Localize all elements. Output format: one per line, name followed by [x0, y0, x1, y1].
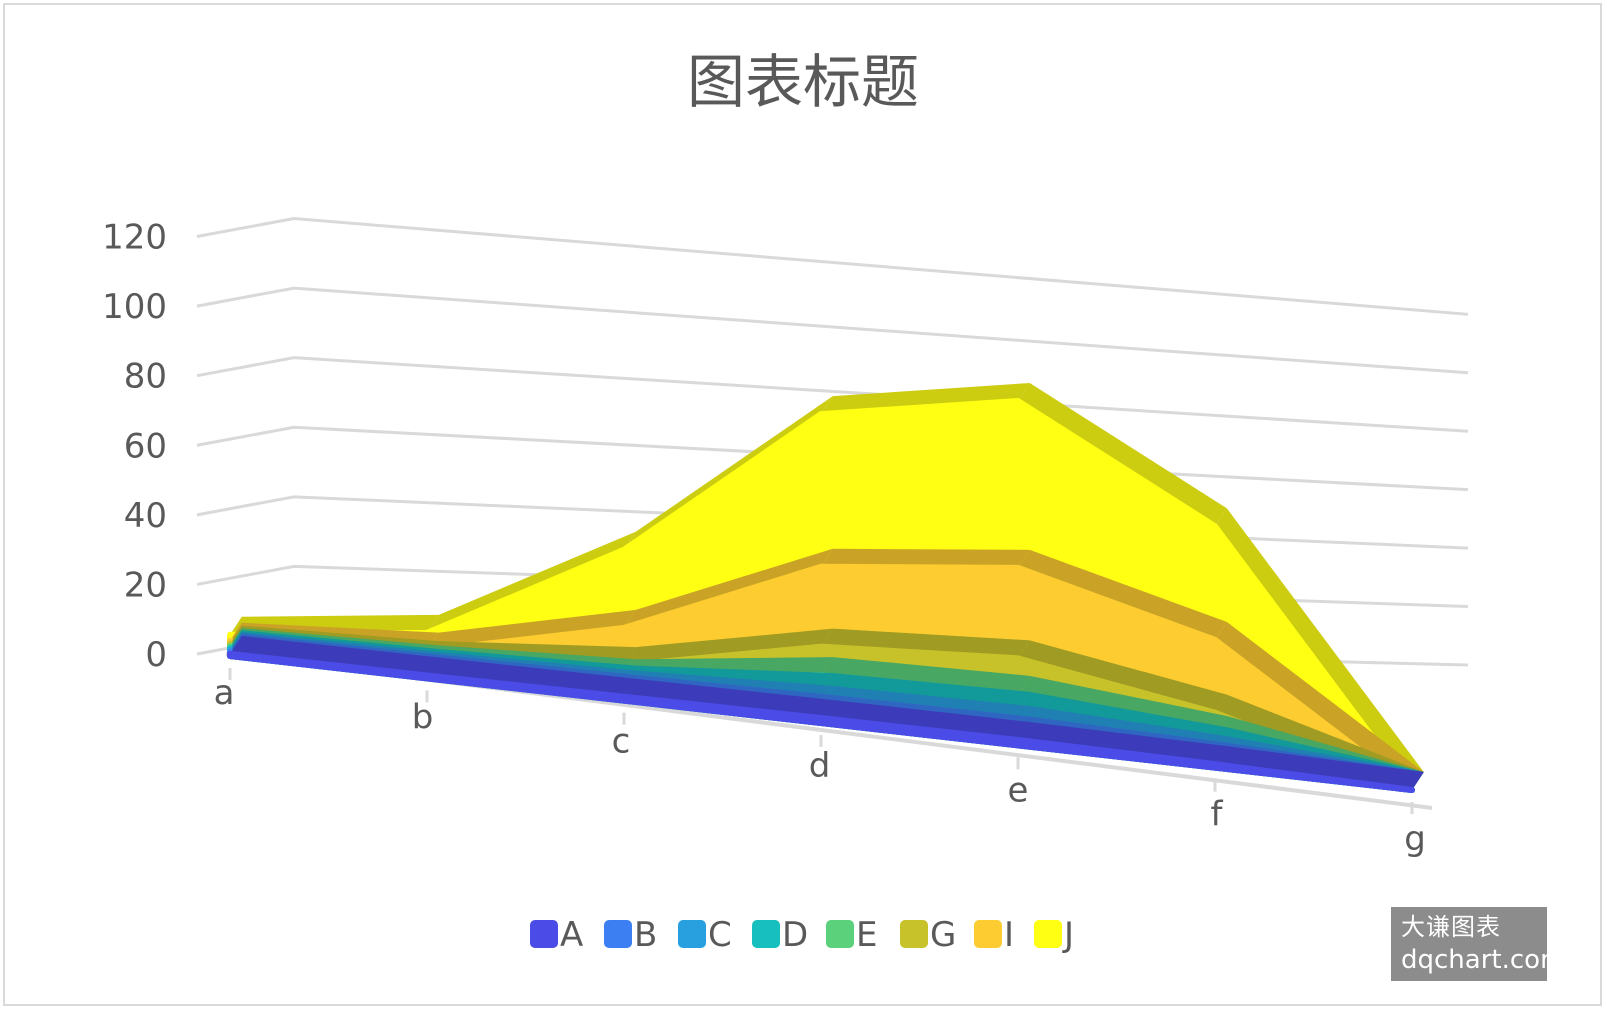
area-top-edge [821, 548, 1030, 568]
area-top-edge [1215, 508, 1424, 790]
area-top-edge [1018, 549, 1227, 640]
gridline [196, 286, 1469, 375]
watermark-line2: dqchart.com [1401, 945, 1566, 975]
legend-label: A [560, 915, 583, 955]
area-top-edge [821, 673, 1030, 710]
legend-item-D: D [752, 915, 808, 955]
area-top-edge [427, 657, 636, 697]
watermark-badge: 大谦图表 dqchart.com [1391, 907, 1566, 981]
legend-item-J: J [1034, 915, 1074, 955]
legend-swatch [530, 920, 558, 948]
area-front-face [227, 650, 1415, 793]
x-tick-label: d [809, 746, 831, 786]
x-tick-label: f [1211, 795, 1224, 835]
area-top-edge [821, 657, 1030, 694]
y-tick-label: 100 [102, 287, 167, 327]
legend-label: E [856, 915, 877, 955]
legend-item-A: A [530, 915, 583, 955]
area-top-edge [624, 678, 833, 719]
legend-swatch [752, 920, 780, 948]
area-top-edge [821, 628, 1030, 659]
legend-item-B: B [604, 915, 657, 955]
legend-swatch [826, 920, 854, 948]
area-top-edge [821, 700, 1030, 741]
watermark-line1: 大谦图表 [1401, 913, 1501, 941]
legend-swatch [678, 920, 706, 948]
area-top-edge [427, 609, 636, 651]
legend-label: D [782, 915, 808, 955]
legend-label: J [1062, 915, 1074, 955]
area-top-edge [624, 548, 833, 628]
area-top-edge [1215, 621, 1424, 790]
area-top-edge [1018, 722, 1227, 765]
area-top-edge [821, 382, 1030, 415]
gridline [196, 217, 1469, 316]
x-tick-label: g [1404, 819, 1426, 859]
area-top-edge [427, 531, 636, 633]
area-top-edge [1215, 746, 1424, 790]
y-tick-label: 60 [124, 426, 167, 466]
series-A [227, 635, 1424, 793]
legend-item-G: G [900, 915, 956, 955]
legend-label: I [1004, 915, 1014, 955]
x-tick-label: e [1008, 770, 1029, 810]
y-tick-label: 120 [102, 218, 167, 258]
legend-swatch [900, 920, 928, 948]
legend-swatch [604, 920, 632, 948]
legend-swatch [974, 920, 1002, 948]
y-tick-label: 40 [124, 496, 167, 536]
y-tick-label: 0 [145, 635, 167, 675]
legend-label: C [708, 915, 732, 955]
x-tick-label: b [412, 697, 434, 737]
area-series-group [227, 382, 1424, 793]
area-top-edge [1018, 640, 1227, 713]
gridline [196, 356, 1469, 433]
chart-title: 图表标题 [687, 48, 919, 116]
area-top-edge [230, 635, 439, 676]
legend-label: B [634, 915, 657, 955]
x-tick-label: a [214, 673, 235, 713]
legend-label: G [930, 915, 956, 955]
y-tick-label: 20 [124, 565, 167, 605]
legend-item-C: C [678, 915, 732, 955]
y-tick-label: 80 [124, 357, 167, 397]
legend-item-E: E [826, 915, 877, 955]
area-top-edge [1018, 382, 1227, 527]
legend-swatch [1034, 920, 1062, 948]
x-tick-label: c [612, 722, 631, 762]
area-top-edge [624, 628, 833, 666]
legend-item-I: I [974, 915, 1014, 955]
x-axis-labels: a b c d e f g [214, 668, 1426, 859]
